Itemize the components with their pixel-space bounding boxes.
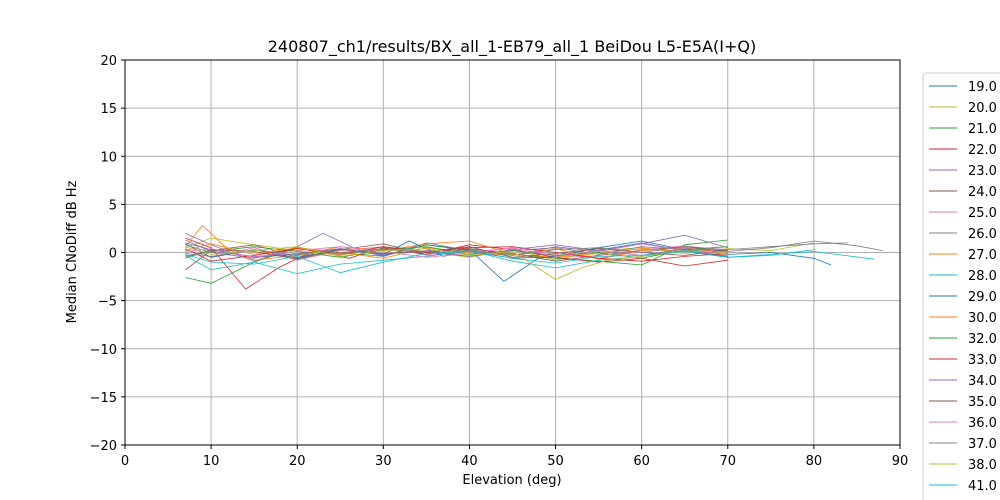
legend-label: 41.0 [968,479,997,494]
x-tick-label: 80 [806,454,823,469]
y-tick-label: −5 [98,295,117,310]
legend-label: 29.0 [968,290,997,305]
legend-label: 26.0 [968,227,997,242]
legend-label: 35.0 [968,395,997,410]
series-line-27.0 [184,225,728,261]
y-tick-label: 15 [100,102,117,117]
chart-title: 240807_ch1/results/BX_all_1-EB79_all_1 B… [268,37,756,57]
series-line-33.0 [185,246,728,262]
series-line-41.0 [185,249,814,274]
legend-label: 32.0 [968,332,997,347]
legend-label: 21.0 [968,122,997,137]
x-tick-label: 70 [720,454,737,469]
series-line-37.0 [185,242,849,257]
x-axis-label: Elevation (deg) [462,473,561,488]
y-tick-label: 5 [109,198,117,213]
x-tick-label: 0 [121,454,129,469]
x-axis: 0 10 20 30 40 50 60 70 80 90 [121,445,908,469]
x-tick-label: 10 [203,454,220,469]
y-tick-label: 20 [100,54,117,69]
legend-label: 33.0 [968,353,997,368]
series-line-36.0 [185,243,728,258]
y-tick-label: 10 [100,150,117,165]
series-line-38.0 [185,246,728,280]
series-line-22.0 [185,237,728,290]
legend-label: 27.0 [968,248,997,263]
legend-box [922,72,1000,500]
y-tick-label: 0 [109,247,117,262]
legend-label: 24.0 [968,185,997,200]
grid [124,59,901,446]
legend: 19.0 20.0 21.0 22.0 23.0 24.0 25.0 26.0 27.0 28.0… [922,72,1000,500]
legend-label: 22.0 [968,143,997,158]
x-tick-label: 90 [892,454,909,469]
x-tick-label: 40 [461,454,478,469]
x-tick-label: 60 [633,454,650,469]
x-tick-label: 30 [375,454,392,469]
y-tick-label: −20 [90,439,117,454]
legend-label: 30.0 [968,311,997,326]
y-tick-label: −15 [90,391,117,406]
y-axis: −20 −15 −10 −5 0 5 10 15 20 [90,54,125,454]
legend-label: 38.0 [968,458,997,473]
legend-label: 25.0 [968,206,997,221]
legend-label: 37.0 [968,437,997,452]
x-tick-label: 20 [289,454,306,469]
legend-label: 19.0 [968,80,997,95]
legend-label: 34.0 [968,374,997,389]
legend-label: 23.0 [968,164,997,179]
x-tick-label: 50 [547,454,564,469]
y-axis-label: Median CNoDiff dB Hz [65,180,80,323]
legend-label: 20.0 [968,101,997,116]
legend-label: 36.0 [968,416,997,431]
series-layer [184,225,883,290]
y-tick-label: −10 [90,343,117,358]
legend-label: 28.0 [968,269,997,284]
